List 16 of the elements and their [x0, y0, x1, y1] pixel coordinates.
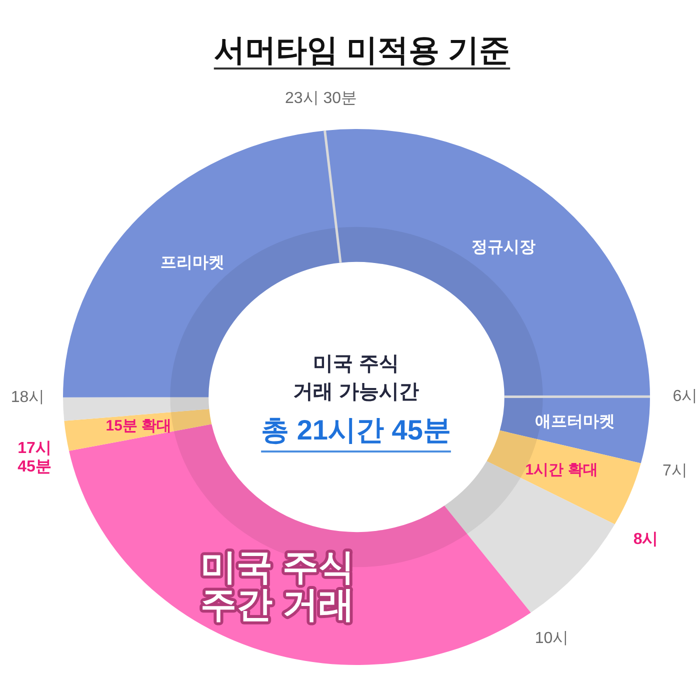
- slice-label: 프리마켓: [160, 254, 225, 272]
- annotation: 7시: [662, 462, 688, 480]
- annotation: 23시 30분: [284, 90, 358, 108]
- annotation: 10시: [534, 630, 569, 647]
- annotation: 8시: [633, 531, 658, 548]
- annotation: 총 21시간 45분: [261, 414, 451, 446]
- slice-label: 미국 주식 주간 거래: [200, 545, 355, 624]
- slice-label: 정규시장: [471, 238, 536, 256]
- title: 서머타임 미적용 기준: [214, 32, 510, 68]
- annotation: 17시 45분: [18, 440, 52, 476]
- annotation: 미국 주식 거래 가능시간: [293, 353, 419, 403]
- slice-label: 애프터마켓: [534, 413, 615, 430]
- slice-label: 1시간 확대: [525, 462, 598, 479]
- annotation: 18시: [10, 388, 45, 406]
- slice-label: 15분 확대: [106, 418, 172, 435]
- annotation: 6시: [672, 388, 698, 406]
